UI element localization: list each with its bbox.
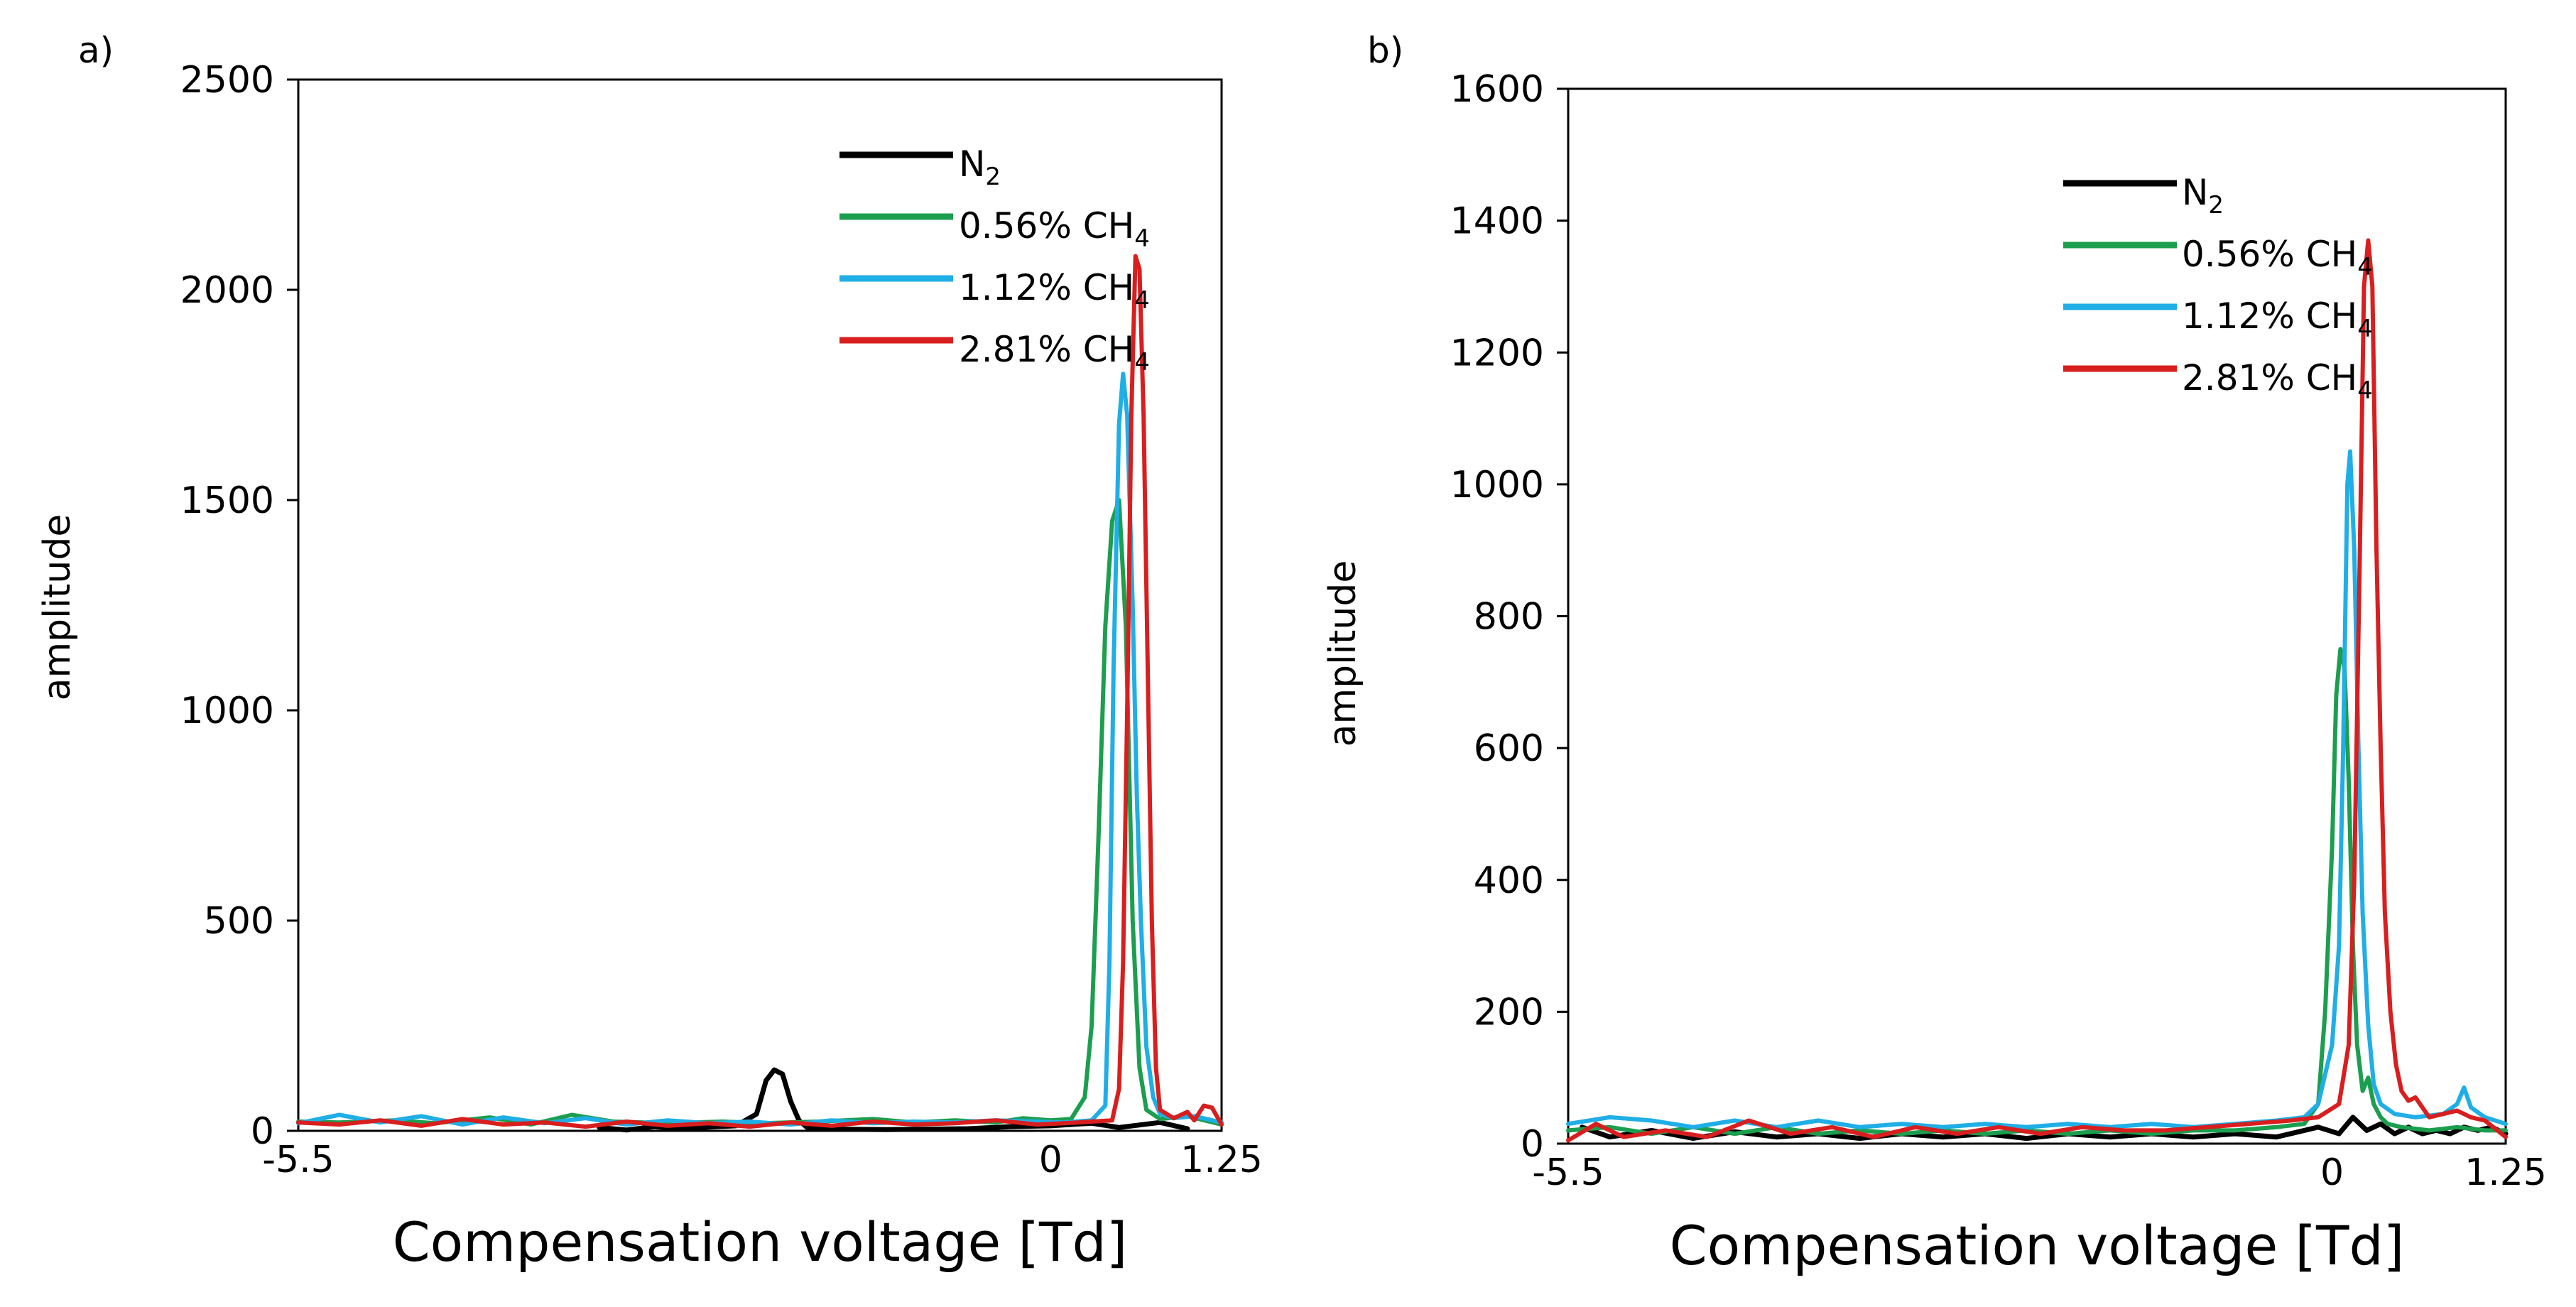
legend-label-sub: 2: [2208, 191, 2224, 219]
series-line: [1566, 449, 2508, 1129]
y-tick-label: 2000: [180, 269, 274, 312]
series-lines: [1566, 238, 2509, 1143]
y-tick-label: 200: [1474, 991, 1544, 1034]
legend-item: N2: [839, 143, 1001, 191]
series-lines: [296, 254, 1224, 1133]
legend-label: N2: [2182, 172, 2224, 219]
legend-label: 2.81% CH4: [2182, 357, 2373, 405]
legend-item: 0.56% CH4: [2063, 234, 2373, 281]
legend-label-sub: 2: [985, 163, 1001, 191]
y-tick-label: 1600: [1450, 68, 1544, 111]
legend-label-sub: 4: [1134, 286, 1150, 315]
x-tick-label: 1.25: [2464, 1151, 2547, 1194]
legend-item: 0.56% CH4: [839, 205, 1150, 253]
legend-label: 0.56% CH4: [2182, 234, 2373, 281]
plot-frame: [297, 78, 1223, 1132]
y-tick-label: 2500: [180, 59, 274, 102]
legend-label: 2.81% CH4: [959, 329, 1150, 376]
y-tick-label: 0: [1521, 1123, 1544, 1166]
legend-label-main: 2.81% CH: [959, 329, 1134, 370]
legend-label-main: 1.12% CH: [959, 267, 1134, 308]
legend-label-sub: 4: [2357, 253, 2373, 281]
x-axis-title: Compensation voltage [Td]: [393, 1210, 1128, 1274]
y-tick-label: 1200: [1450, 332, 1544, 374]
legend-item: 2.81% CH4: [2063, 357, 2373, 405]
legend-label-sub: 4: [1134, 224, 1150, 253]
legend-item: 1.12% CH4: [2063, 295, 2373, 343]
legend-label-sub: 4: [1134, 348, 1150, 376]
panel-label: b): [1367, 30, 1403, 71]
legend-label-sub: 4: [2357, 315, 2373, 343]
legend-label-sub: 4: [2357, 376, 2373, 405]
x-tick-label: -5.5: [1532, 1151, 1604, 1194]
legend: N2 0.56% CH4 1.12% CH4 2.81% CH4: [2063, 172, 2373, 405]
y-tick-label: 1000: [1450, 464, 1544, 506]
y-tick-label: 0: [251, 1110, 274, 1153]
legend-label: 0.56% CH4: [959, 205, 1150, 253]
x-tick-label: 1.25: [1180, 1139, 1263, 1181]
legend-label-main: N: [959, 143, 985, 185]
legend-item: N2: [2063, 172, 2224, 219]
y-tick-label: 500: [204, 900, 274, 943]
legend-label-main: 0.56% CH: [959, 205, 1134, 246]
legend-label: 1.12% CH4: [2182, 295, 2373, 343]
x-tick-label: -5.5: [262, 1139, 334, 1181]
series-line: [296, 254, 1224, 1129]
series-line: [1566, 238, 2508, 1143]
legend-label: 1.12% CH4: [959, 267, 1150, 315]
y-axis-title: amplitude: [36, 514, 79, 701]
x-tick-label: 0: [1039, 1139, 1063, 1181]
legend-label: N2: [959, 143, 1001, 191]
y-tick-label: 800: [1474, 596, 1544, 639]
y-tick-label: 1000: [180, 690, 274, 732]
legend-item: 2.81% CH4: [839, 329, 1150, 376]
y-tick-label: 600: [1474, 727, 1544, 770]
x-tick-label: 0: [2320, 1151, 2344, 1194]
series-line: [1566, 646, 2508, 1137]
y-tick-label: 1400: [1450, 200, 1544, 243]
legend-label-main: 0.56% CH: [2182, 234, 2357, 275]
y-tick-label: 400: [1474, 859, 1544, 902]
y-tick-label: 1500: [180, 479, 274, 522]
legend-item: 1.12% CH4: [839, 267, 1150, 315]
y-axis-title: amplitude: [1322, 560, 1364, 747]
legend-label-main: N: [2182, 172, 2208, 213]
legend: N2 0.56% CH4 1.12% CH4 2.81% CH4: [839, 143, 1150, 376]
legend-label-main: 2.81% CH: [2182, 357, 2357, 398]
panel-label: a): [78, 30, 114, 71]
legend-label-main: 1.12% CH: [2182, 295, 2357, 337]
x-axis-title: Compensation voltage [Td]: [1670, 1214, 2405, 1277]
